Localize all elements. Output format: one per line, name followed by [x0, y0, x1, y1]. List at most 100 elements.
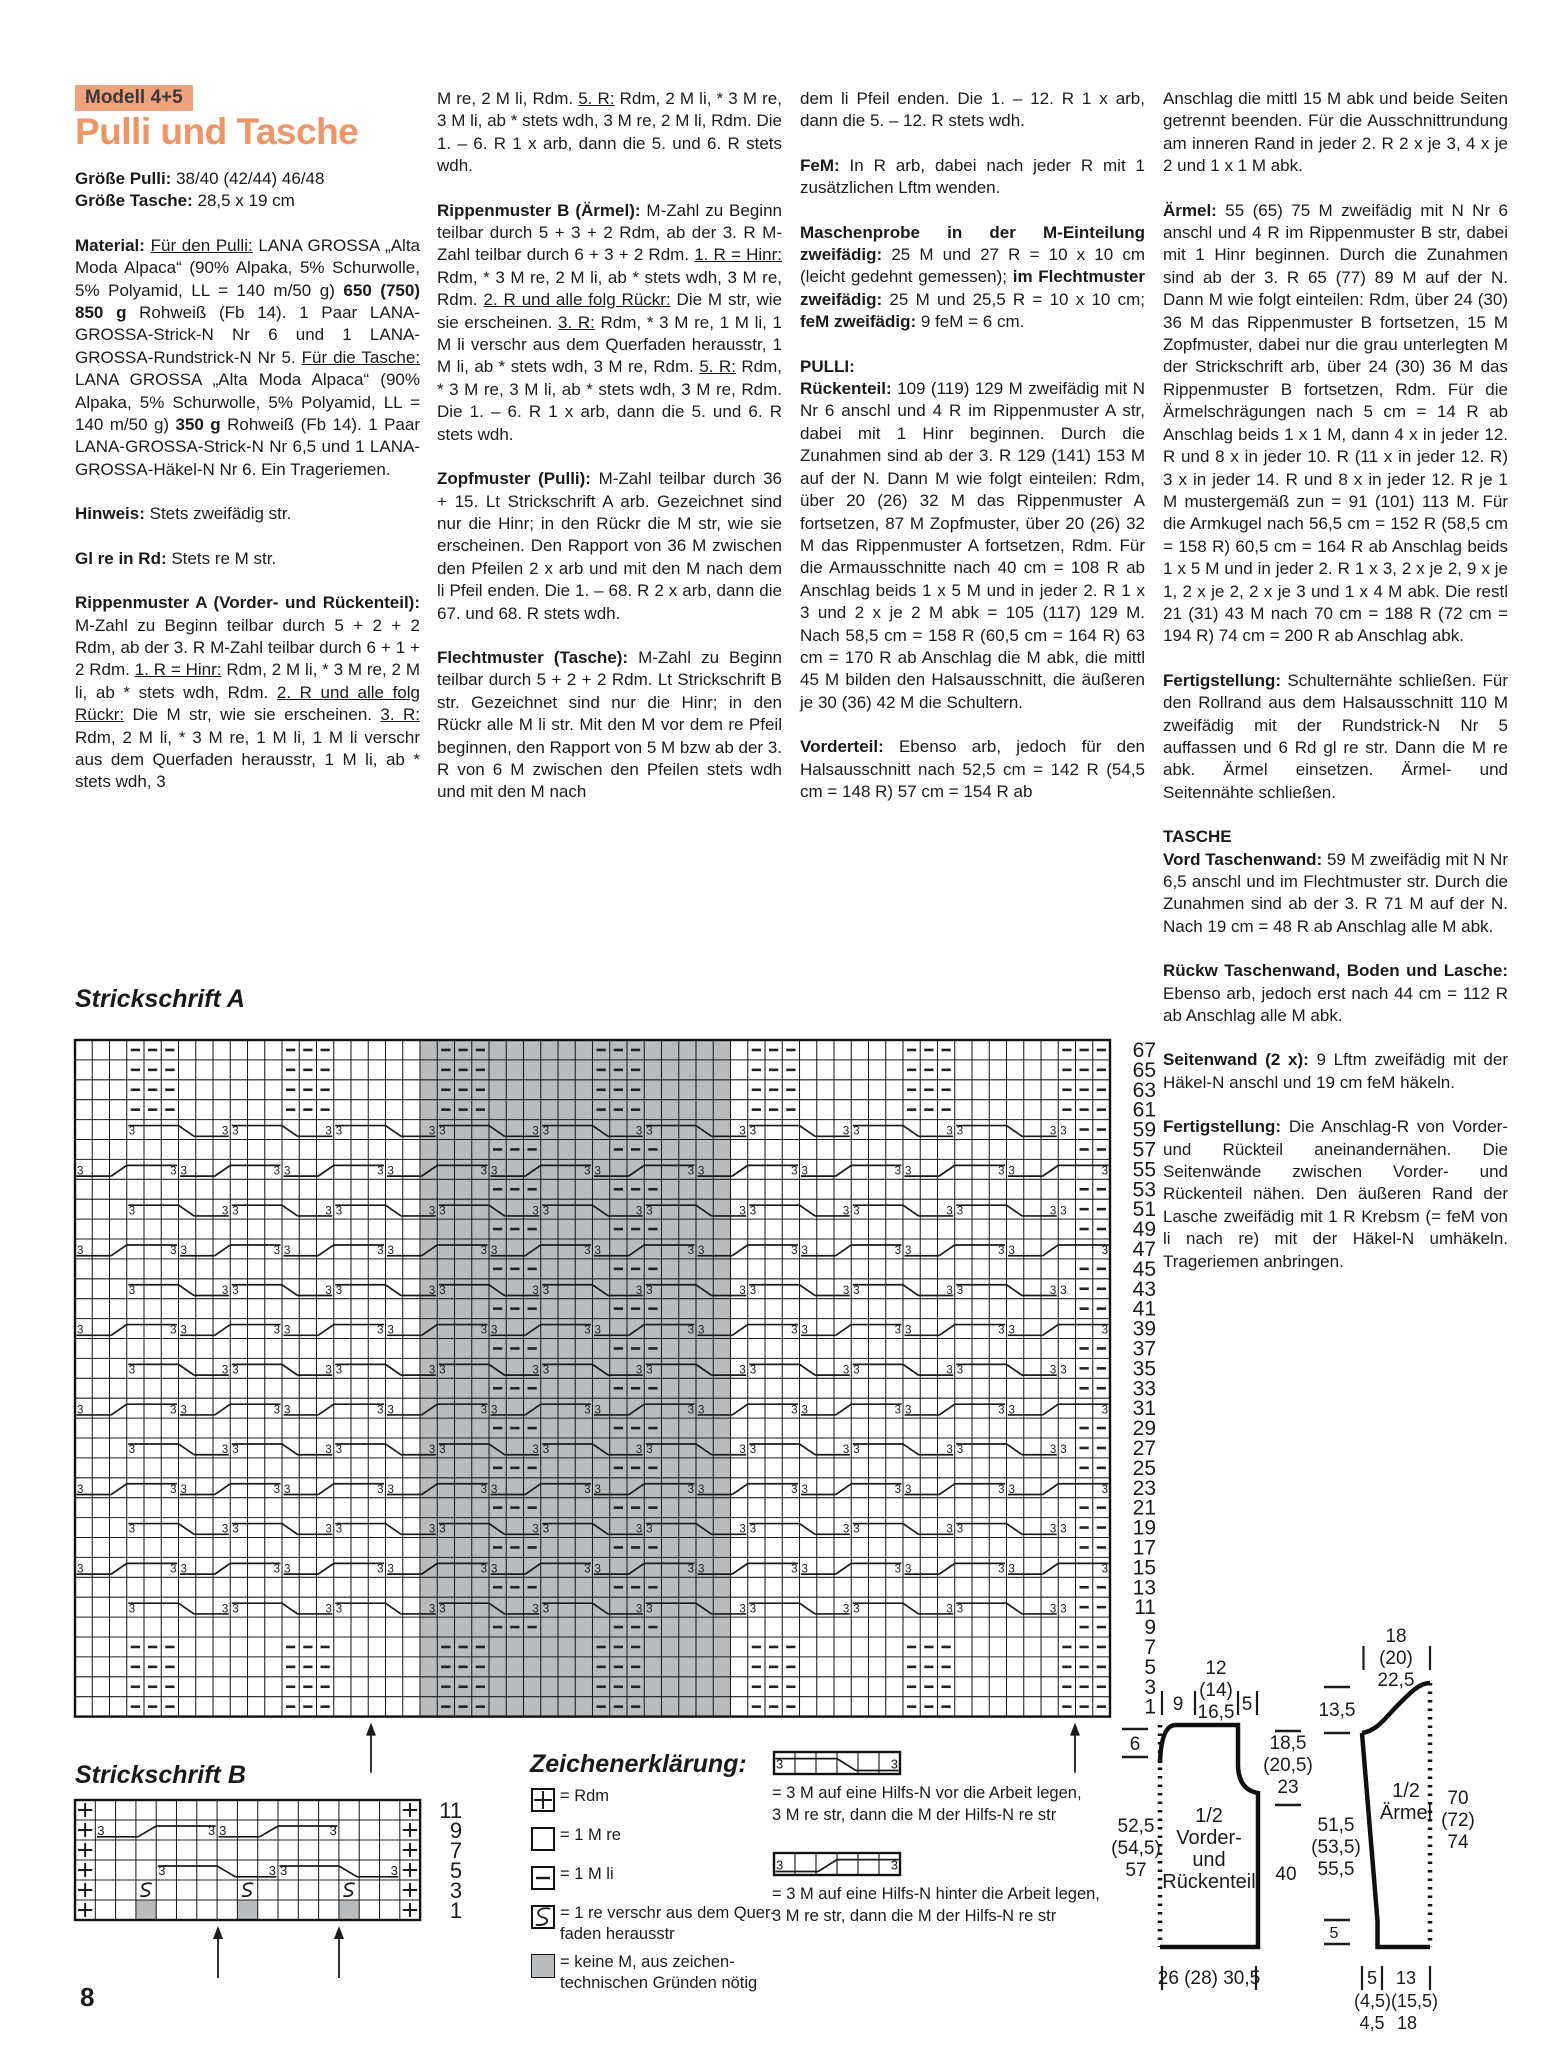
svg-text:3: 3	[946, 1205, 952, 1217]
svg-text:3: 3	[636, 1365, 642, 1377]
svg-text:33: 33	[1133, 1377, 1156, 1400]
svg-text:3: 3	[739, 1603, 745, 1615]
svg-text:3: 3	[595, 1325, 601, 1337]
paragraph: Rückw Taschenwand, Boden und Lasche: Ebe…	[1163, 961, 1508, 1026]
svg-text:3: 3	[219, 1823, 226, 1838]
svg-text:3: 3	[491, 1564, 497, 1576]
svg-text:51,5: 51,5	[1318, 1815, 1355, 1836]
svg-text:3: 3	[222, 1524, 228, 1536]
svg-text:3: 3	[280, 1863, 287, 1878]
svg-text:3: 3	[429, 1126, 435, 1138]
svg-text:3: 3	[905, 1484, 911, 1496]
svg-text:3: 3	[688, 1166, 694, 1178]
paragraph: dem li Pfeil enden. Die 1. – 12. R 1 x a…	[800, 89, 1145, 131]
svg-text:3: 3	[791, 1245, 797, 1257]
svg-text:31: 31	[1133, 1397, 1156, 1420]
svg-text:3: 3	[222, 1603, 228, 1615]
chart-b-title: Strickschrift B	[75, 1761, 246, 1789]
twist-loop-icon	[530, 1904, 560, 1935]
svg-text:3: 3	[895, 1484, 901, 1496]
svg-text:3: 3	[688, 1564, 694, 1576]
svg-text:3: 3	[584, 1245, 590, 1257]
svg-text:3: 3	[853, 1365, 859, 1377]
svg-text:18: 18	[1385, 1626, 1406, 1647]
svg-text:3: 3	[532, 1205, 538, 1217]
svg-text:3: 3	[698, 1564, 704, 1576]
legend-item: = Rdm	[530, 1786, 800, 1818]
svg-text:Rückenteil: Rückenteil	[1162, 1871, 1255, 1893]
svg-text:3: 3	[532, 1365, 538, 1377]
svg-text:3: 3	[325, 1205, 331, 1217]
svg-text:16,5: 16,5	[1198, 1702, 1235, 1723]
paragraph: Fertigstellung: Die Anschlag-R von Vorde…	[1163, 1117, 1508, 1271]
svg-text:3: 3	[853, 1285, 859, 1297]
svg-text:3: 3	[336, 1126, 342, 1138]
svg-text:3: 3	[543, 1365, 549, 1377]
svg-text:Ärmel: Ärmel	[1380, 1802, 1432, 1824]
svg-text:3: 3	[739, 1285, 745, 1297]
svg-text:3: 3	[646, 1285, 652, 1297]
svg-text:3: 3	[946, 1444, 952, 1456]
svg-text:3: 3	[895, 1245, 901, 1257]
svg-text:3: 3	[491, 1404, 497, 1416]
svg-text:3: 3	[688, 1245, 694, 1257]
svg-text:3: 3	[377, 1325, 383, 1337]
svg-text:45: 45	[1133, 1258, 1156, 1281]
svg-text:3: 3	[274, 1325, 280, 1337]
svg-text:3: 3	[891, 1858, 898, 1873]
svg-text:3: 3	[429, 1603, 435, 1615]
svg-text:3: 3	[284, 1325, 290, 1337]
legend-item: = 1 M re	[530, 1825, 800, 1857]
paragraph: Hinweis: Stets zweifädig str.	[75, 504, 292, 524]
svg-text:3: 3	[1060, 1444, 1066, 1456]
svg-text:3: 3	[750, 1205, 756, 1217]
svg-text:3: 3	[739, 1444, 745, 1456]
svg-text:3: 3	[1060, 1524, 1066, 1536]
svg-text:3: 3	[336, 1285, 342, 1297]
svg-text:61: 61	[1133, 1099, 1156, 1122]
svg-text:3: 3	[802, 1245, 808, 1257]
svg-text:57: 57	[1125, 1860, 1146, 1881]
svg-text:55: 55	[1133, 1158, 1156, 1181]
svg-text:3: 3	[1102, 1325, 1108, 1337]
svg-text:3: 3	[791, 1325, 797, 1337]
svg-text:3: 3	[802, 1166, 808, 1178]
svg-text:3: 3	[481, 1484, 487, 1496]
svg-text:3: 3	[1102, 1484, 1108, 1496]
svg-text:3: 3	[325, 1126, 331, 1138]
svg-text:3: 3	[791, 1564, 797, 1576]
svg-text:3: 3	[905, 1404, 911, 1416]
svg-text:(20): (20)	[1379, 1648, 1413, 1669]
svg-text:3: 3	[325, 1285, 331, 1297]
svg-text:1/2: 1/2	[1195, 1805, 1223, 1827]
svg-text:3: 3	[750, 1365, 756, 1377]
svg-text:3: 3	[330, 1823, 337, 1838]
svg-text:3: 3	[584, 1166, 590, 1178]
svg-text:3: 3	[439, 1365, 445, 1377]
legend-items: = Rdm = 1 M re = 1 M li = 1 re verschr aus …	[530, 1786, 800, 2001]
svg-text:74: 74	[1447, 1832, 1469, 1853]
svg-text:3: 3	[843, 1126, 849, 1138]
svg-text:3: 3	[791, 1404, 797, 1416]
svg-text:3: 3	[222, 1365, 228, 1377]
svg-text:13,5: 13,5	[1319, 1700, 1356, 1721]
svg-text:(20,5): (20,5)	[1263, 1755, 1313, 1776]
page-title: Pulli und Tasche	[75, 111, 359, 152]
svg-text:3: 3	[532, 1524, 538, 1536]
svg-text:40: 40	[1275, 1864, 1296, 1885]
svg-text:3: 3	[129, 1205, 135, 1217]
svg-text:3: 3	[543, 1285, 549, 1297]
svg-text:53: 53	[1133, 1178, 1156, 1201]
svg-text:3: 3	[222, 1205, 228, 1217]
svg-text:3: 3	[584, 1404, 590, 1416]
svg-text:3: 3	[998, 1245, 1004, 1257]
svg-text:3: 3	[439, 1603, 445, 1615]
legend-item-label: = 1 M re	[560, 1826, 621, 1844]
svg-text:13: 13	[1133, 1576, 1156, 1599]
svg-text:3: 3	[998, 1564, 1004, 1576]
svg-text:3: 3	[750, 1603, 756, 1615]
legend-item-label: = Rdm	[560, 1787, 610, 1805]
